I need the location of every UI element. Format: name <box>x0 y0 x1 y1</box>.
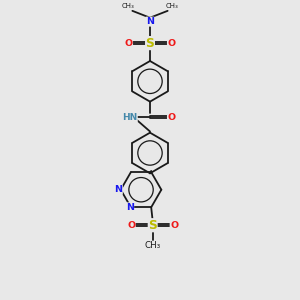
Text: N: N <box>114 185 122 194</box>
Text: CH₃: CH₃ <box>145 241 161 250</box>
Text: O: O <box>127 221 135 230</box>
Text: O: O <box>167 39 175 48</box>
Text: CH₃: CH₃ <box>166 3 179 9</box>
Text: O: O <box>124 39 133 48</box>
Text: O: O <box>167 113 175 122</box>
Text: O: O <box>170 221 178 230</box>
Text: N: N <box>126 203 134 212</box>
Text: HN: HN <box>122 113 137 122</box>
Text: S: S <box>146 37 154 50</box>
Text: CH₃: CH₃ <box>121 3 134 9</box>
Text: N: N <box>146 17 154 26</box>
Text: S: S <box>148 219 157 232</box>
